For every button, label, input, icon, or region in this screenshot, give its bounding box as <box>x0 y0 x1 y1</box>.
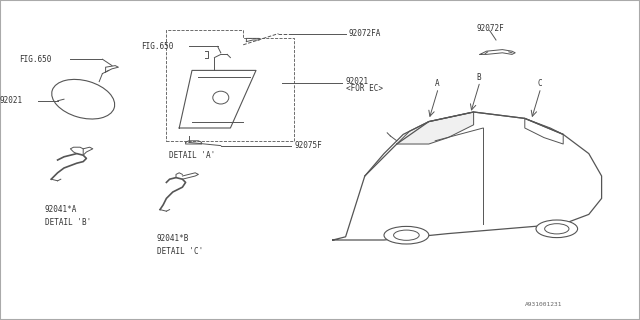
Text: 92072FA: 92072FA <box>349 29 381 38</box>
Text: FIG.650: FIG.650 <box>19 55 52 64</box>
Text: 92075F: 92075F <box>294 141 322 150</box>
Text: A: A <box>435 79 440 88</box>
Polygon shape <box>397 112 474 144</box>
Ellipse shape <box>384 227 429 244</box>
Text: A931001231: A931001231 <box>525 301 563 307</box>
Text: C: C <box>538 79 542 88</box>
Text: 92021: 92021 <box>346 77 369 86</box>
Text: DETAIL 'B': DETAIL 'B' <box>45 218 91 227</box>
Ellipse shape <box>536 220 577 237</box>
Text: <FOR EC>: <FOR EC> <box>346 84 383 92</box>
Text: DETAIL 'A': DETAIL 'A' <box>169 151 215 160</box>
Text: 92041*A: 92041*A <box>45 205 77 214</box>
Text: B: B <box>477 73 481 82</box>
Text: 92021: 92021 <box>0 96 23 105</box>
Text: 92072F: 92072F <box>477 24 504 33</box>
Text: FIG.650: FIG.650 <box>141 42 173 51</box>
Text: 92041*B: 92041*B <box>157 234 189 243</box>
Text: DETAIL 'C': DETAIL 'C' <box>157 247 203 256</box>
